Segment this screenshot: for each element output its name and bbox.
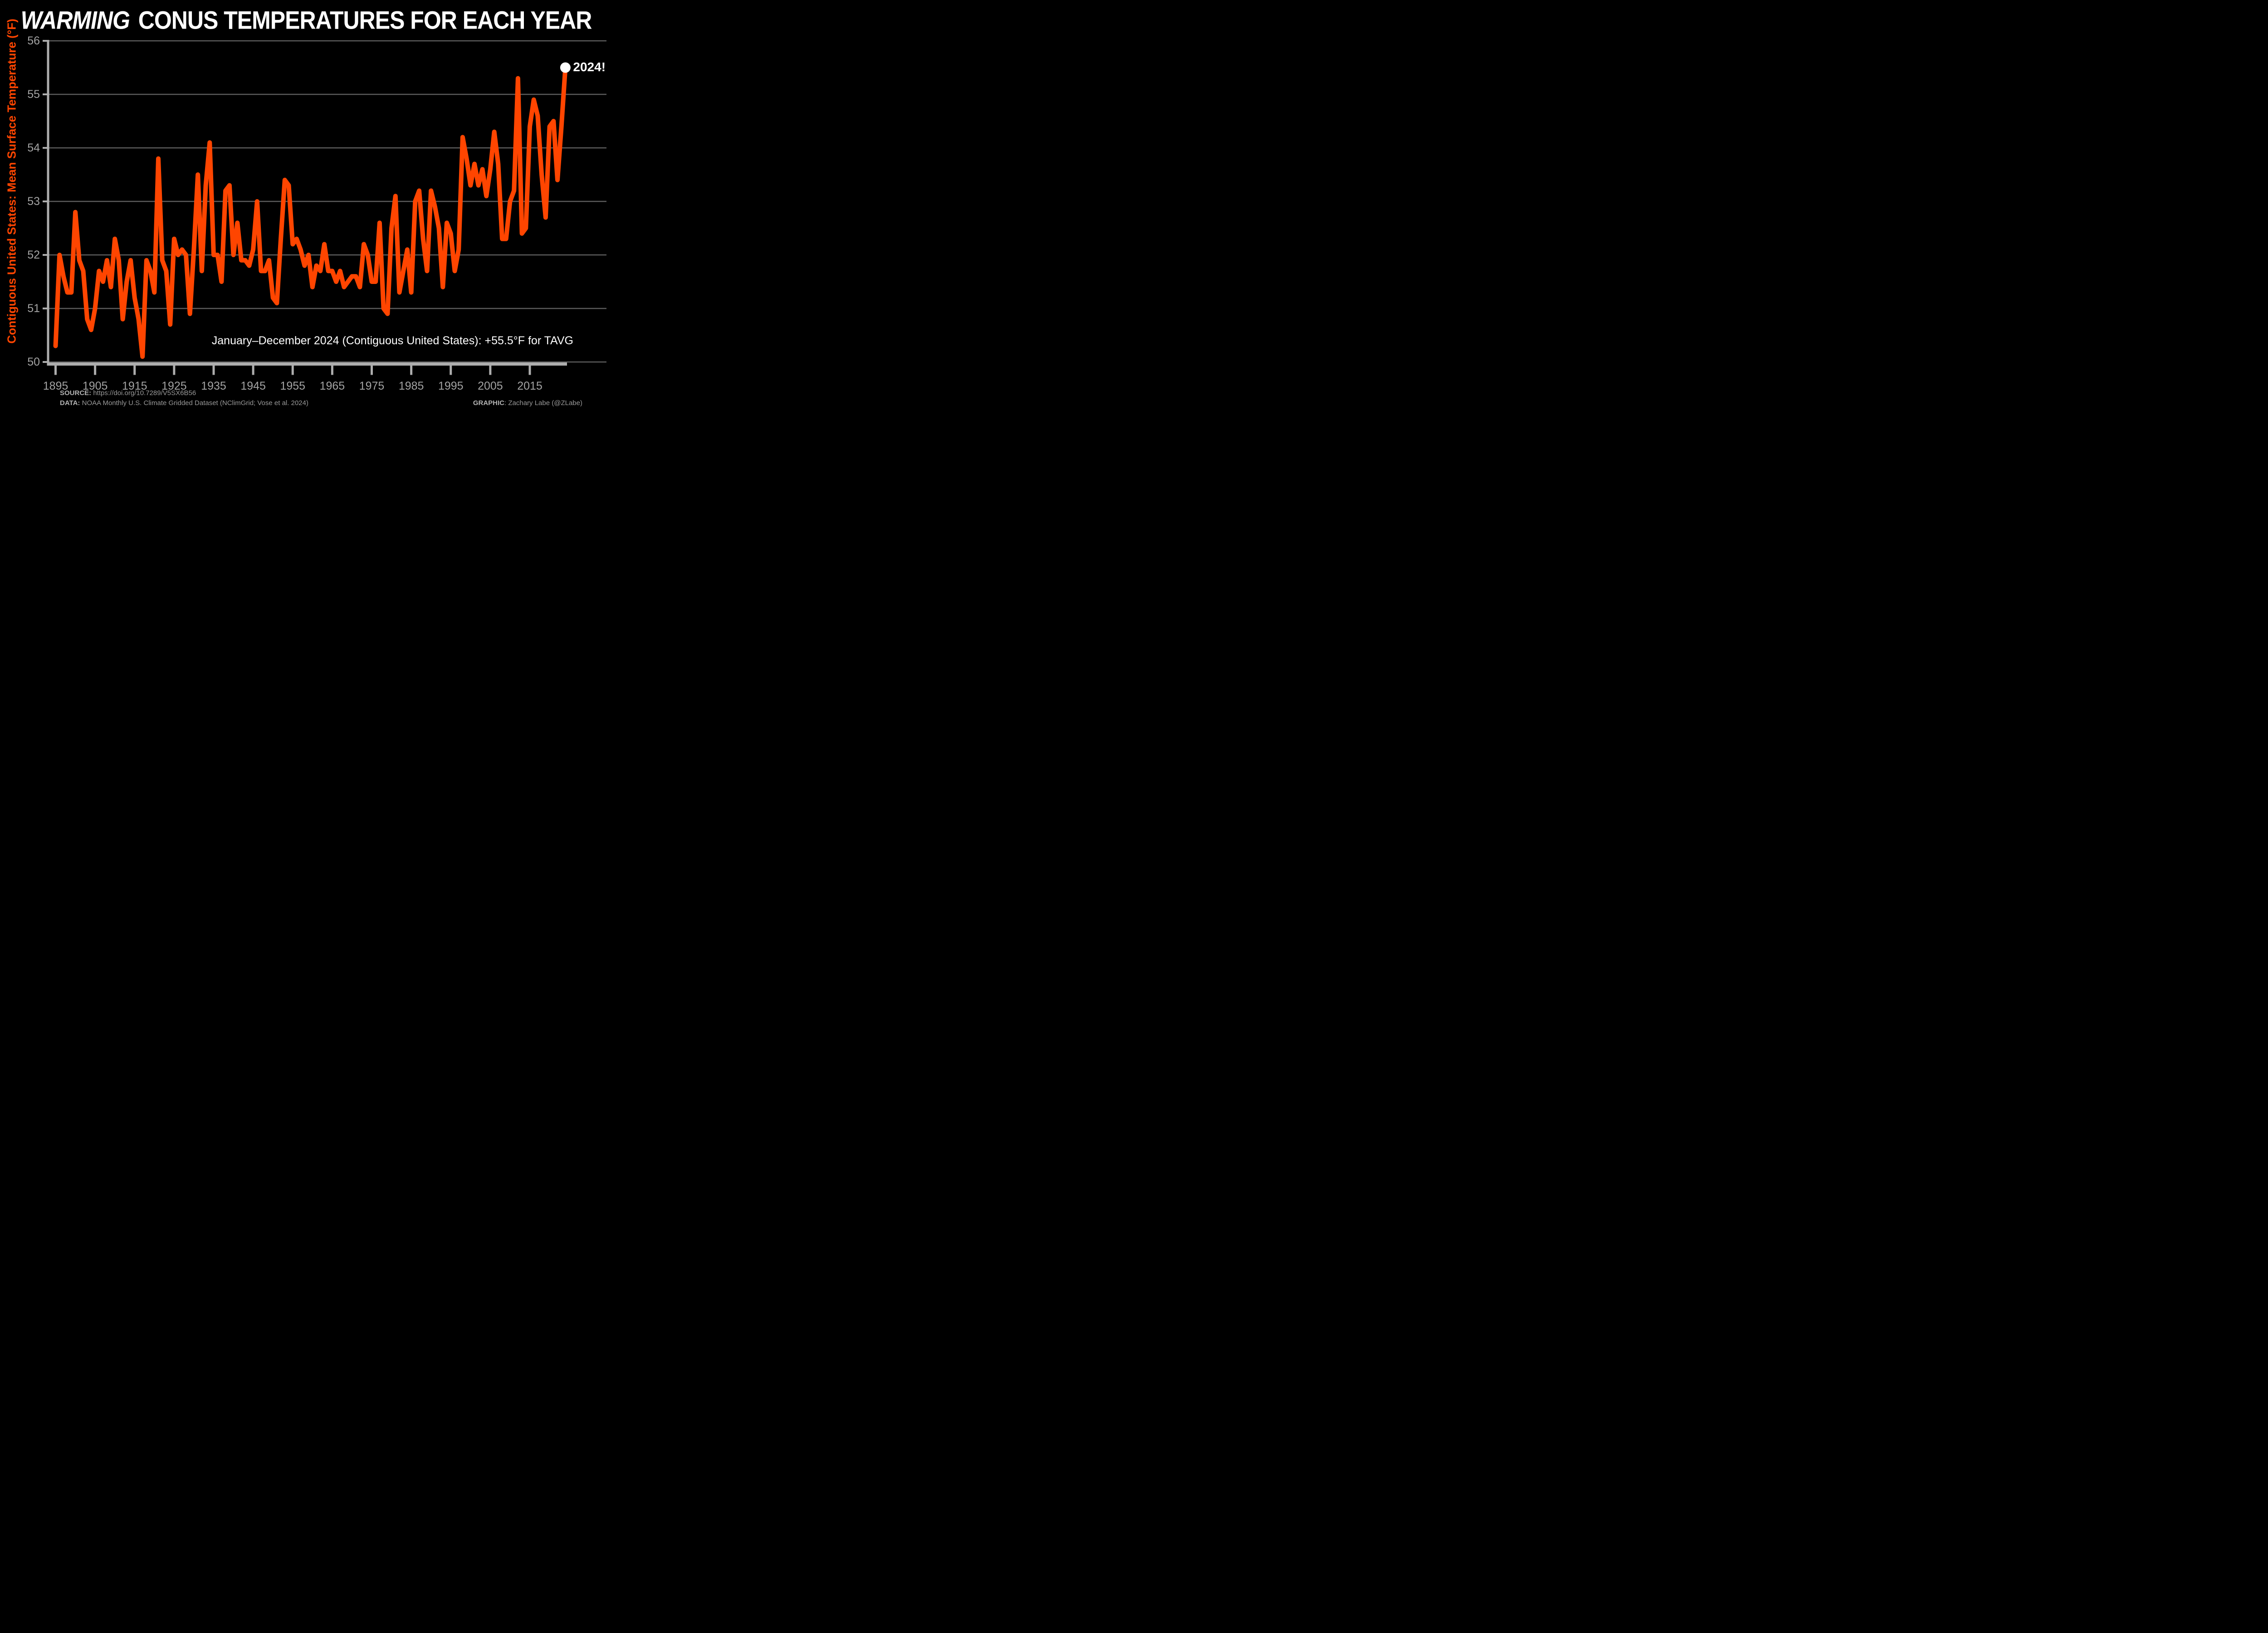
footer-graphic-credit: GRAPHIC: Zachary Labe (@ZLabe) (473, 398, 582, 408)
footer-source-line: SOURCE: https://doi.org/10.7289/V5SX6B56 (60, 388, 308, 398)
x-tick-label-1975: 1975 (359, 380, 385, 392)
x-tick-label-1905: 1905 (82, 380, 108, 392)
x-tick-label-1935: 1935 (201, 380, 226, 392)
graphic-label: GRAPHIC (473, 399, 505, 407)
x-tick-label-1955: 1955 (280, 380, 306, 392)
footer-data-line: DATA: NOAA Monthly U.S. Climate Gridded … (60, 398, 308, 408)
annotation-2024-summary: January–December 2024 (Contiguous United… (211, 334, 573, 347)
y-tick-label-55: 55 (27, 88, 40, 101)
data-label: DATA: (60, 399, 80, 407)
y-tick-label-50: 50 (27, 356, 40, 368)
y-tick-label-51: 51 (27, 302, 40, 315)
x-tick-label-1925: 1925 (161, 380, 187, 392)
x-tick-label-1995: 1995 (438, 380, 464, 392)
chart-title-rest: CONUS TEMPERATURES FOR EACH YEAR (132, 6, 592, 34)
y-tick-label-52: 52 (27, 249, 40, 261)
x-tick-label-2005: 2005 (478, 380, 503, 392)
highlight-dot-2024 (560, 62, 571, 73)
footer-source-data: SOURCE: https://doi.org/10.7289/V5SX6B56… (60, 388, 308, 408)
source-text: https://doi.org/10.7289/V5SX6B56 (91, 389, 196, 397)
chart-title-italic-word: WARMING (20, 6, 130, 34)
x-tick-label-1895: 1895 (43, 380, 68, 392)
x-tick-label-1965: 1965 (319, 380, 345, 392)
data-text: NOAA Monthly U.S. Climate Gridded Datase… (80, 399, 308, 407)
chart-canvas: WARMING CONUS TEMPERATURES FOR EACH YEAR… (0, 0, 612, 408)
x-tick-label-2015: 2015 (517, 380, 543, 392)
y-tick-label-54: 54 (27, 142, 40, 154)
chart-title: WARMING CONUS TEMPERATURES FOR EACH YEAR (0, 5, 612, 35)
x-tick-label-1985: 1985 (398, 380, 424, 392)
y-tick-label-53: 53 (27, 195, 40, 208)
graphic-text: : Zachary Labe (@ZLabe) (504, 399, 582, 407)
callout-2024-label: 2024! (573, 60, 606, 74)
temperature-line (53, 65, 568, 359)
source-label: SOURCE: (60, 389, 92, 397)
y-tick-label-56: 56 (27, 34, 40, 47)
x-tick-label-1945: 1945 (240, 380, 266, 392)
x-tick-label-1915: 1915 (122, 380, 147, 392)
plot-area (43, 40, 606, 375)
